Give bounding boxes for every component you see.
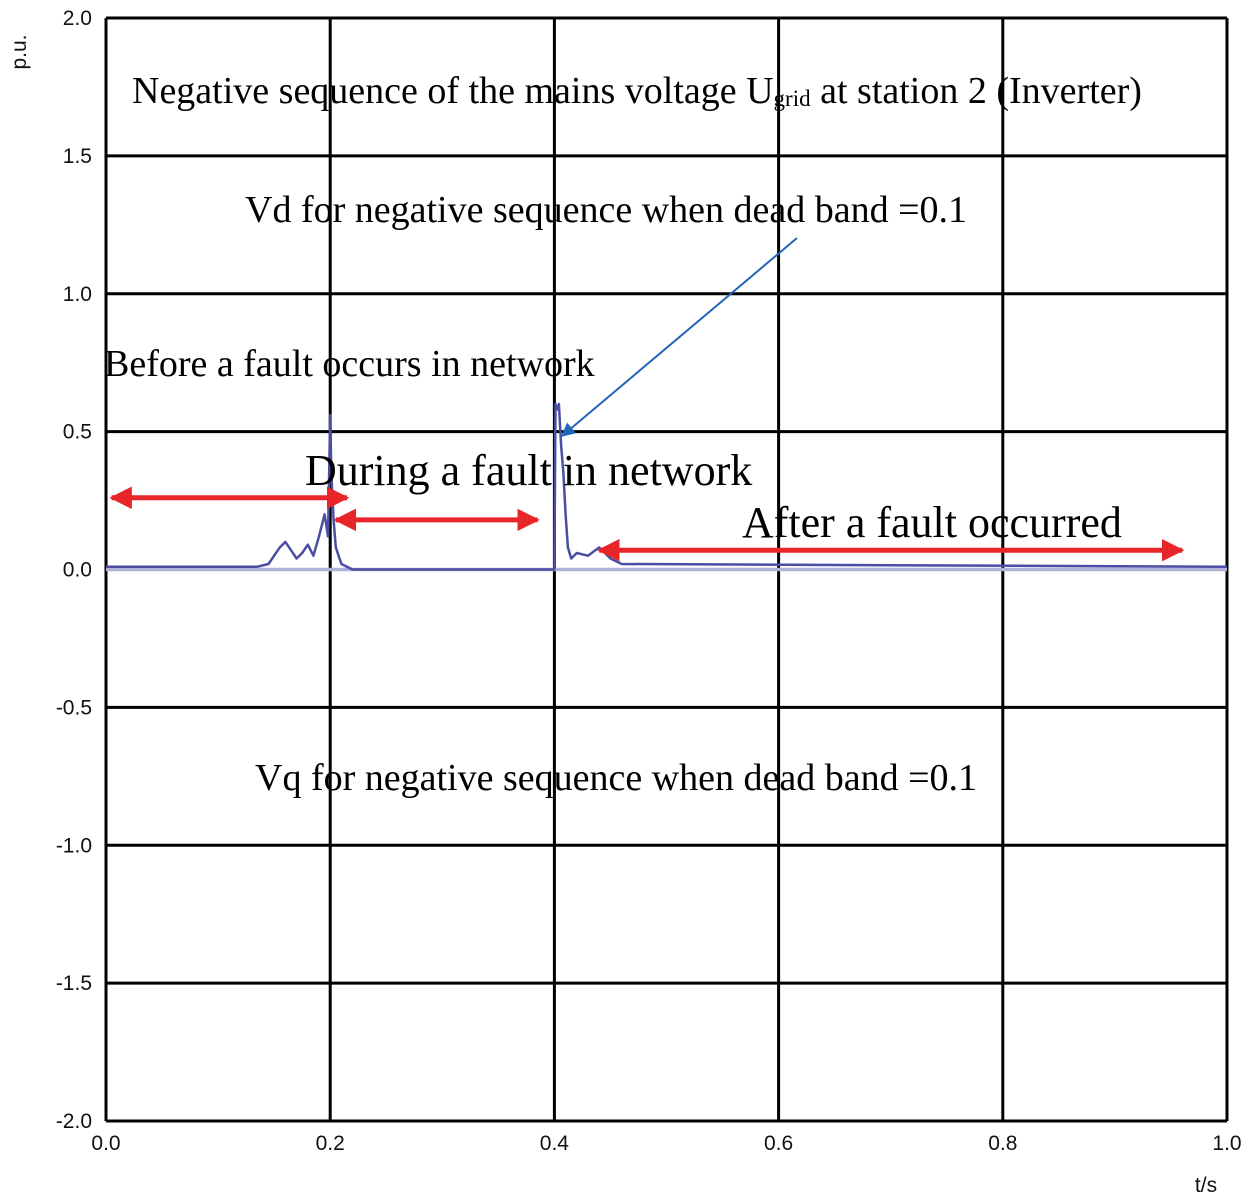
period-arrows bbox=[109, 486, 1185, 562]
x-axis-label: t/s bbox=[1195, 1174, 1217, 1197]
y-tick-label-0: 2.0 bbox=[63, 7, 92, 30]
chart-title: Negative sequence of the mains voltage U… bbox=[132, 70, 1142, 112]
y-tick-label-1: 1.5 bbox=[63, 145, 92, 168]
y-tick-label-6: -1.0 bbox=[56, 834, 92, 857]
x-tick-label-2: 0.4 bbox=[540, 1132, 570, 1155]
y-tick-label-8: -2.0 bbox=[56, 1110, 92, 1133]
series bbox=[106, 402, 1228, 572]
x-tick-label-5: 1.0 bbox=[1212, 1132, 1241, 1155]
x-tick-label-1: 0.2 bbox=[316, 1132, 345, 1155]
before-label: Before a fault occurs in network bbox=[104, 343, 595, 385]
vq-label: Vq for negative sequence when dead band … bbox=[255, 757, 977, 799]
vd-pointer-arrow bbox=[560, 237, 798, 437]
y-axis-label: p.u. bbox=[8, 34, 31, 69]
y-tick-label-5: -0.5 bbox=[56, 696, 92, 719]
after-label: After a fault occurred bbox=[742, 498, 1122, 547]
y-tick-label-3: 0.5 bbox=[63, 421, 92, 444]
series-line-vd bbox=[106, 402, 1228, 571]
y-tick-label-7: -1.5 bbox=[56, 972, 92, 995]
x-tick-label-0: 0.0 bbox=[91, 1132, 120, 1155]
title-subscript: grid bbox=[774, 86, 812, 111]
y-tick-label-4: 0.0 bbox=[63, 559, 92, 582]
vd-label: Vd for negative sequence when dead band … bbox=[245, 189, 967, 231]
title-suffix: at station 2 (Inverter) bbox=[811, 70, 1142, 112]
during-label: During a fault in network bbox=[305, 446, 752, 495]
title-prefix: Negative sequence of the mains voltage U bbox=[132, 70, 774, 112]
x-tick-label-3: 0.6 bbox=[764, 1132, 793, 1155]
y-tick-label-2: 1.0 bbox=[63, 283, 92, 306]
x-tick-label-4: 0.8 bbox=[988, 1132, 1017, 1155]
tick-labels: 2.01.51.00.50.0-0.5-1.0-1.5-2.00.0 0.2 0.4… bbox=[56, 7, 1242, 1155]
